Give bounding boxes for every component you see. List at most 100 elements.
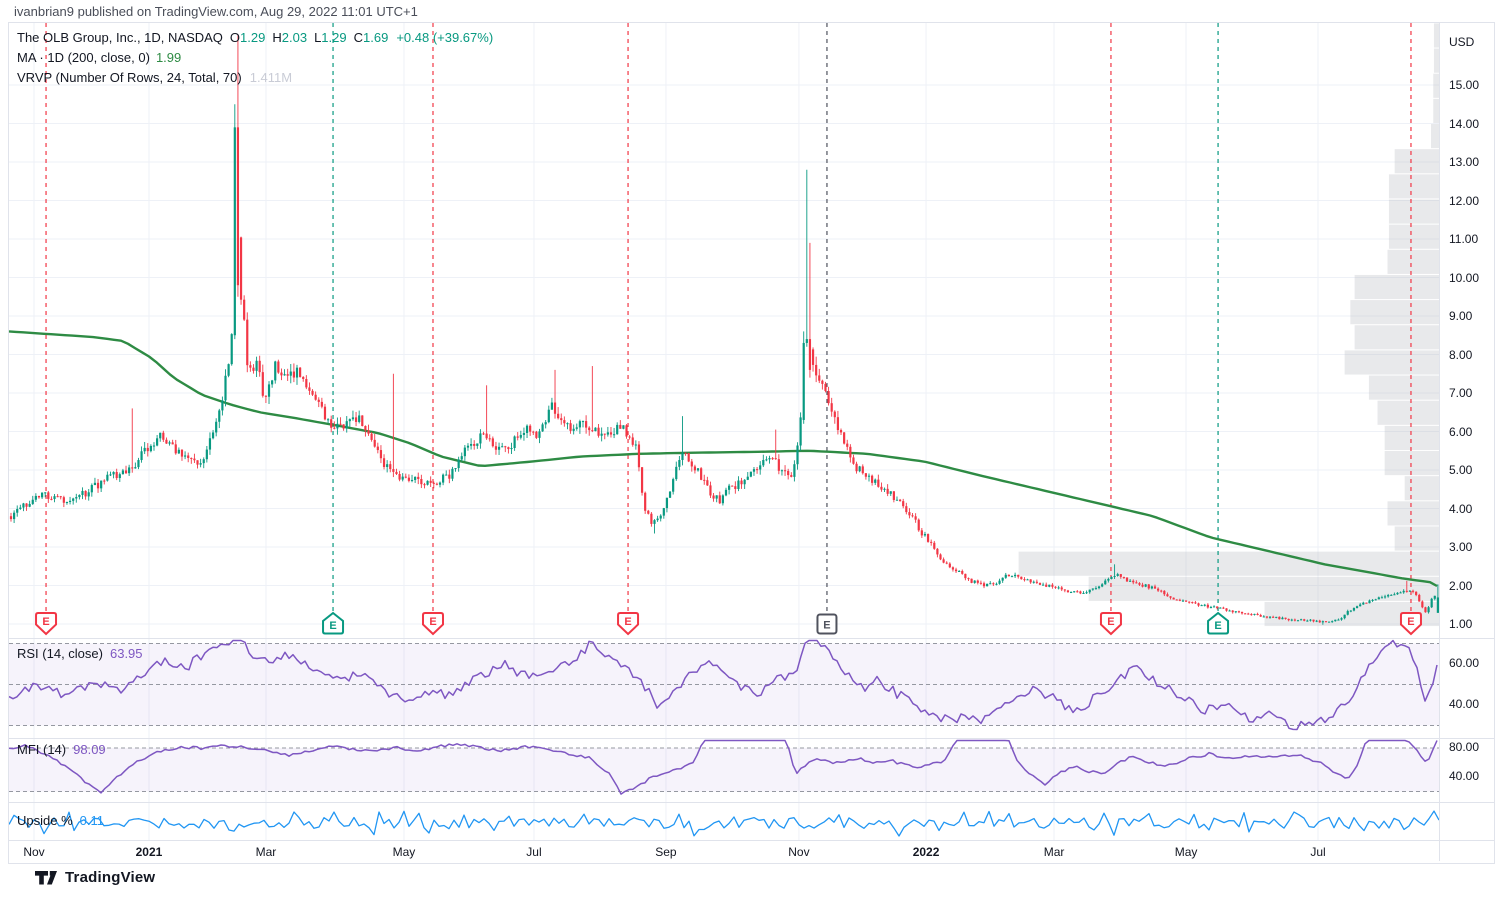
price-tick: 4.00 [1449, 501, 1473, 516]
rsi-label: RSI (14, close) [17, 646, 103, 661]
svg-text:E: E [429, 616, 436, 628]
upside-pane[interactable]: Upside % 0.11 [9, 802, 1439, 841]
vrvp-bar [1394, 149, 1439, 174]
price-tick: 8.00 [1449, 347, 1473, 362]
ma-200-line[interactable] [9, 330, 1438, 588]
upside-label: Upside % [17, 813, 73, 828]
earnings-badge-neutral[interactable]: E [816, 613, 838, 635]
vrvp-bar [1433, 23, 1439, 48]
vrvp-bar [1350, 300, 1439, 325]
tradingview-logo-icon [35, 870, 57, 884]
time-axis[interactable]: Nov 2021 Mar May Jul Sep Nov 2022 Mar May Jul [9, 840, 1439, 862]
vrvp-legend-row[interactable]: VRVP (Number Of Rows, 24, Total, 70) 1.41… [17, 68, 493, 88]
time-tick-month: Nov [788, 845, 810, 859]
price-tick: 10.00 [1449, 270, 1480, 285]
vrvp-bar [1384, 425, 1439, 451]
upside-legend-row[interactable]: Upside % 0.11 [17, 813, 104, 828]
vrvp-bar [1394, 526, 1439, 551]
vrvp-bar [1404, 476, 1439, 501]
vrvp-bar [1433, 98, 1439, 124]
svg-text:E: E [1107, 616, 1114, 628]
mfi-pane[interactable]: MFI (14) 98.09 [9, 738, 1439, 803]
mfi-line[interactable] [9, 739, 1438, 795]
svg-text:E: E [1214, 620, 1221, 632]
time-tick-month: May [1174, 845, 1198, 859]
time-tick-month: Mar [1043, 845, 1065, 859]
price-tick: 7.00 [1449, 386, 1473, 400]
rsi-line[interactable] [9, 639, 1438, 731]
svg-text:E: E [42, 616, 49, 628]
chart-container[interactable]: E E E E E E E E The OLB Group, Inc., 1D, NASDAQ… [8, 22, 1495, 864]
tradingview-footer-link[interactable]: TradingView [35, 869, 155, 886]
earnings-badge-down[interactable]: E [35, 612, 58, 636]
earnings-badge-down[interactable]: E [1099, 612, 1122, 636]
vrvp-bar [1388, 224, 1439, 249]
earnings-badge-down[interactable]: E [1399, 612, 1422, 636]
vrvp-bar [1088, 576, 1439, 601]
legend: The OLB Group, Inc., 1D, NASDAQ O1.29 H2.0… [17, 28, 493, 88]
plot-area[interactable]: E E E E E E E E The OLB Group, Inc., 1D, NASDAQ… [9, 23, 1439, 861]
time-tick-month: Jul [526, 845, 542, 859]
ohlc-value: 1.29 [240, 30, 266, 45]
pane-separator [1440, 840, 1494, 841]
price-tick: 2.00 [1449, 578, 1473, 593]
change-value: +0.48 (+39.67%) [396, 30, 494, 45]
upside-canvas[interactable] [9, 803, 1439, 841]
price-tick: 3.00 [1449, 540, 1473, 554]
upside-line[interactable] [9, 810, 1439, 837]
rsi-legend-row[interactable]: RSI (14, close) 63.95 [17, 646, 143, 661]
time-tick-month: Jul [1310, 845, 1326, 859]
ohlc-value: 2.03 [281, 30, 308, 45]
rsi-canvas[interactable] [9, 639, 1439, 739]
pane-separator [1440, 738, 1494, 739]
vrvp-bar [1388, 174, 1439, 199]
price-tick: 6.00 [1449, 424, 1473, 439]
currency-label: USD [1449, 35, 1475, 49]
band-fill [9, 748, 1439, 792]
symbol-title: The OLB Group, Inc., 1D, NASDAQ [17, 30, 223, 45]
vrvp-bar [1433, 48, 1439, 73]
earnings-badge-up[interactable]: E [322, 611, 345, 635]
rsi-tick: 60.00 [1449, 656, 1480, 670]
price-tick: 1.00 [1449, 617, 1473, 631]
mfi-value: 98.09 [73, 742, 106, 757]
pane-separator [1440, 802, 1494, 803]
vrvp-bar [1387, 501, 1439, 526]
vrvp-value: 1.411M [249, 70, 293, 85]
mfi-canvas[interactable] [9, 739, 1439, 803]
mfi-tick: 80.00 [1449, 740, 1480, 754]
ohlc-key: L [314, 30, 322, 45]
vrvp-bar [1433, 73, 1439, 98]
mfi-tick: 40.00 [1449, 769, 1480, 783]
earnings-badge-down[interactable]: E [421, 612, 444, 636]
vrvp-bar [1354, 325, 1439, 350]
vrvp-label: VRVP (Number Of Rows, 24, Total, 70) [17, 70, 242, 85]
earnings-badge-down[interactable]: E [617, 612, 640, 636]
price-axis[interactable]: USD 15.00 14.00 13.00 12.00 11.00 10.00 9.00 8.0… [1439, 23, 1494, 861]
main-price-pane[interactable]: E E E E E E E E The OLB Group, Inc., 1D, NASDAQ… [9, 23, 1439, 638]
price-tick: 15.00 [1449, 78, 1480, 92]
rsi-tick: 40.00 [1449, 697, 1480, 711]
ohlc-key: O [229, 30, 241, 45]
mfi-legend-row[interactable]: MFI (14) 98.09 [17, 742, 106, 757]
ma-value: 1.99 [155, 50, 182, 65]
earnings-badge-up[interactable]: E [1207, 611, 1230, 635]
ma-legend-row[interactable]: MA · 1D (200, close, 0) 1.99 [17, 48, 493, 68]
price-tick: 14.00 [1449, 116, 1480, 131]
time-tick-year: 2022 [912, 845, 940, 859]
price-tick: 9.00 [1449, 309, 1473, 323]
ma-label: MA · 1D (200, close, 0) [17, 50, 150, 65]
vrvp-bar [1430, 124, 1439, 149]
vrvp-bar [1387, 249, 1439, 274]
time-tick-month: Mar [255, 845, 277, 859]
symbol-legend-row[interactable]: The OLB Group, Inc., 1D, NASDAQ O1.29 H2.0… [17, 28, 493, 48]
vrvp-bar [1384, 451, 1439, 476]
candles-layer[interactable] [9, 34, 1439, 625]
vrvp-bar [1388, 199, 1439, 224]
vrvp-bar [1377, 400, 1439, 425]
svg-text:E: E [329, 620, 336, 632]
rsi-pane[interactable]: RSI (14, close) 63.95 [9, 638, 1439, 739]
vrvp-bar [1018, 551, 1439, 576]
time-tick-year: 2021 [135, 845, 163, 859]
